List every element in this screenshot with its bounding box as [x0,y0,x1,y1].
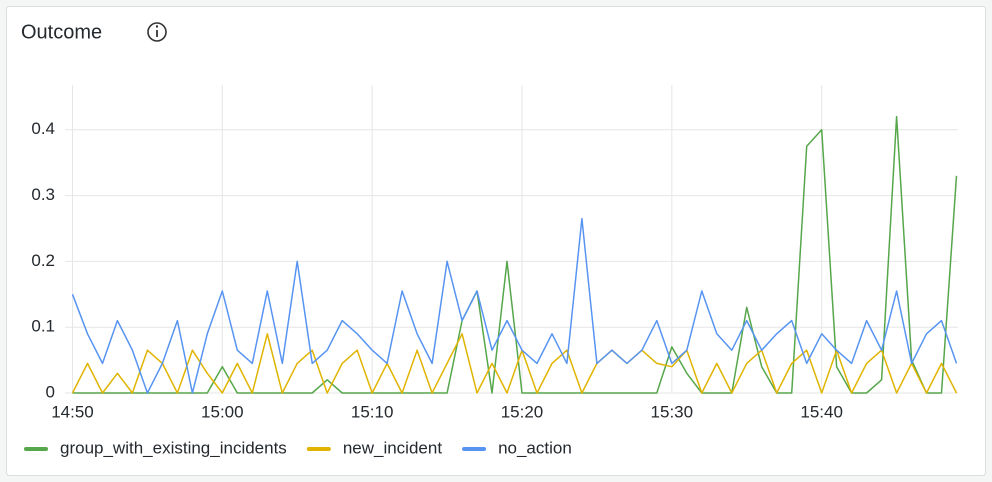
y-tick-label: 0.1 [31,317,55,336]
y-tick-label: 0.4 [31,119,55,138]
y-tick-label: 0.3 [31,185,55,204]
legend-label[interactable]: no_action [498,438,572,457]
legend-label[interactable]: new_incident [343,438,443,457]
x-tick-label: 15:00 [201,402,244,421]
x-tick-label: 14:50 [51,402,94,421]
series-line [72,115,958,394]
x-tick-label: 15:30 [651,402,694,421]
panel-frame [6,6,986,476]
x-tick-label: 15:20 [501,402,544,421]
y-tick-label: 0 [46,382,55,401]
x-tick-label: 15:40 [800,402,843,421]
x-tick-label: 15:10 [351,402,394,421]
legend-label[interactable]: group_with_existing_incidents [60,438,287,457]
y-tick-label: 0.2 [31,251,55,270]
series-line [71,217,958,394]
panel-title: Outcome [21,21,102,43]
info-icon[interactable] [147,22,167,42]
